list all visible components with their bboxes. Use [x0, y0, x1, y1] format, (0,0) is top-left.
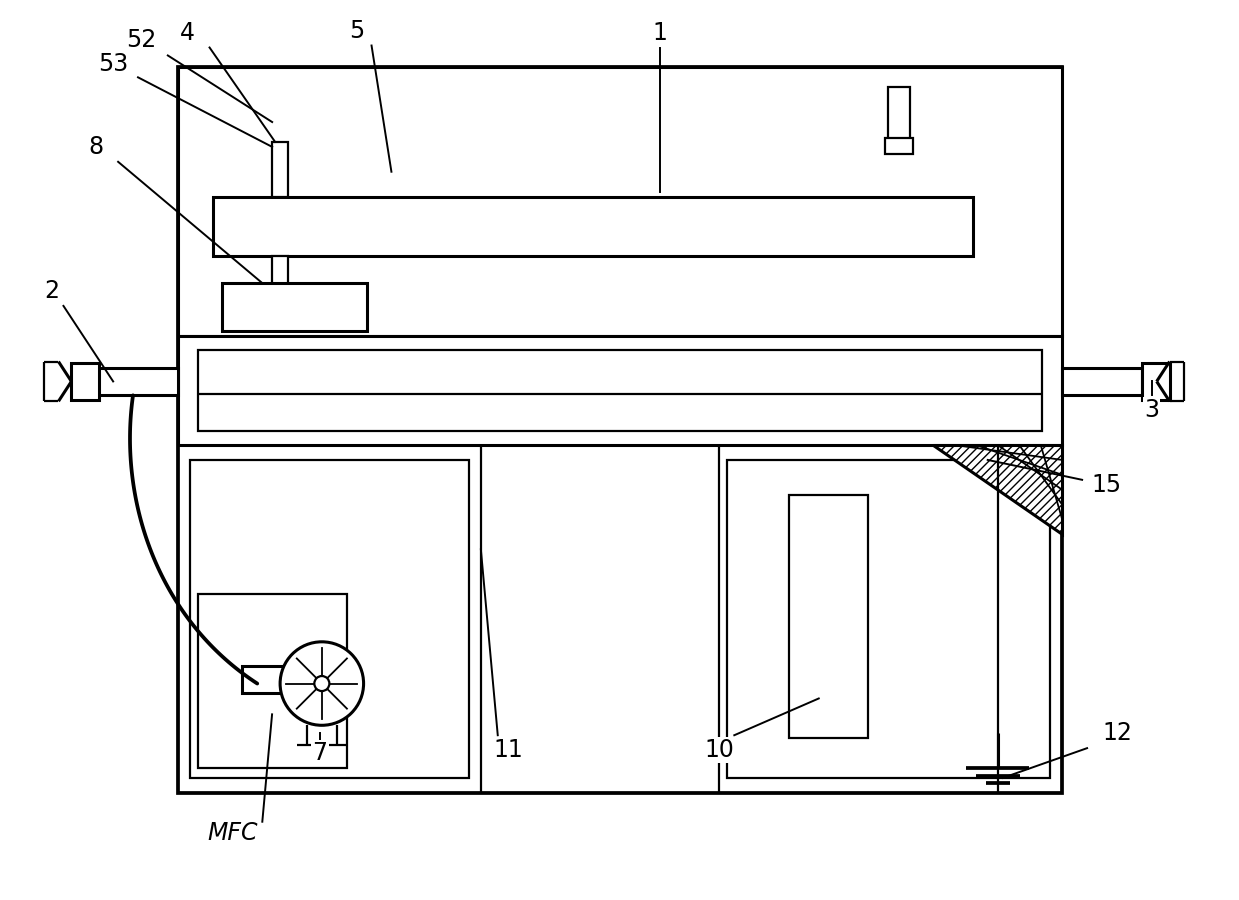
Text: 3: 3 — [1144, 398, 1160, 422]
Circle shape — [315, 676, 330, 691]
Bar — [197, 594, 347, 768]
Text: 11: 11 — [494, 738, 524, 762]
Bar — [177, 68, 1062, 793]
Bar — [273, 142, 287, 196]
Bar — [273, 256, 287, 316]
Bar — [177, 68, 1062, 336]
Polygon shape — [933, 445, 1062, 535]
Bar — [243, 666, 297, 694]
Bar — [1142, 363, 1170, 400]
Bar — [177, 336, 1062, 445]
Bar — [1062, 367, 1142, 395]
Text: 53: 53 — [98, 52, 129, 76]
Bar — [190, 460, 468, 778]
Text: 5: 5 — [349, 19, 364, 42]
Bar — [197, 349, 1042, 431]
Circle shape — [280, 642, 363, 725]
Text: MFC: MFC — [207, 821, 258, 844]
Bar — [213, 196, 973, 256]
Text: 1: 1 — [652, 21, 667, 45]
Text: 10: 10 — [705, 738, 735, 762]
Text: 12: 12 — [1101, 721, 1132, 745]
Text: 52: 52 — [126, 28, 156, 51]
Bar — [886, 138, 913, 154]
Bar — [789, 495, 869, 738]
Text: 7: 7 — [312, 741, 327, 765]
Bar — [98, 367, 177, 395]
Text: 4: 4 — [180, 21, 196, 45]
Text: 8: 8 — [89, 135, 104, 159]
Text: 2: 2 — [45, 279, 59, 303]
Bar — [72, 363, 99, 400]
Text: 15: 15 — [1092, 472, 1123, 497]
Bar — [727, 460, 1051, 778]
Bar — [223, 283, 367, 330]
Bar — [888, 87, 911, 142]
